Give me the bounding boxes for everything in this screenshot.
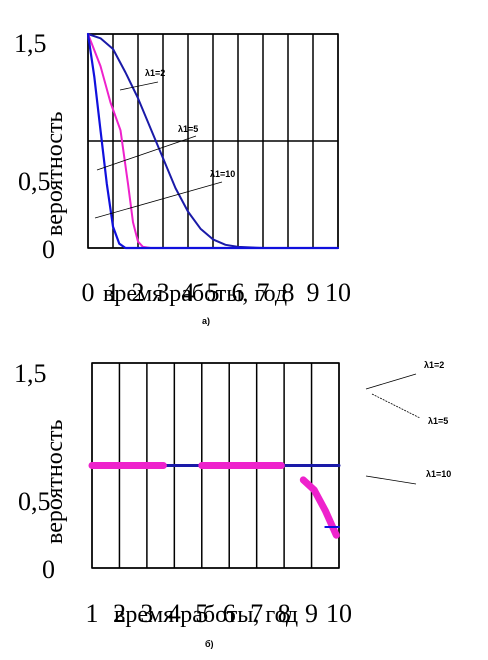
chart-b-legend-leader-3 [365,475,417,485]
chart-a-series [86,32,340,250]
chart-b-legend-2: λ1=5 [428,416,448,426]
chart-a-ytick-mid: 0,5 [18,167,51,196]
chart-a-xtick-label: 3 [157,278,170,307]
chart-a-legend-3: λ1=10 [210,169,235,179]
chart-b-xtick-label: 5 [195,599,208,628]
chart-a-legend-2: λ1=5 [178,124,198,134]
chart-a-caption: а) [202,316,210,326]
chart-b-series [88,462,341,539]
chart-a-series-line-3 [86,32,340,250]
chart-a-legend-leader-2 [96,135,197,171]
chart-b-legend-3: λ1=10 [426,469,451,479]
chart-b-xtick-label: 3 [140,599,153,628]
chart-b-series-line-2 [299,476,340,539]
chart-a-ylabel: вероятность [42,112,68,236]
chart-b-xtick-label: 2 [113,599,126,628]
chart-a-xticks: 0 1 2 3 4 5 6 7 8 9 10 [82,278,352,307]
chart-a-legend-1: λ1=2 [145,68,165,78]
chart-a-xtick-label: 5 [207,278,220,307]
chart-a-xlabel: время работы, год [103,281,287,307]
chart-b-legend-1: λ1=2 [424,360,444,370]
chart-b-ylabel: вероятность [42,420,68,544]
chart-b-xticks: 1 2 3 4 5 6 7 8 9 10 [86,599,353,628]
chart-a-legend-leader-3 [94,181,223,219]
chart-a-ytick-zero: 0 [42,235,55,264]
chart-b-xtick-label: 1 [86,599,99,628]
chart-b-legend-leader-2 [371,393,421,419]
chart-a-xtick-label: 0 [82,278,95,307]
chart-b-xtick-label: 10 [326,599,352,628]
chart-b: 1,5 0,5 0 1 2 3 4 5 6 7 8 9 10 вероятность время … [14,359,451,649]
chart-b-ytick-zero: 0 [42,555,55,584]
chart-a-xtick-label: 7 [257,278,270,307]
chart-b-xtick-label: 7 [250,599,263,628]
chart-b-xtick-label: 6 [223,599,236,628]
chart-b-xtick-label: 9 [305,599,318,628]
chart-b-ytick-mid: 0,5 [18,487,51,516]
chart-a-xtick-label: 9 [307,278,320,307]
chart-a-legend-leader-1 [119,81,159,91]
chart-a-xtick-label: 6 [232,278,245,307]
chart-a-xtick-label: 4 [182,278,195,307]
chart-a: 1,5 0,5 0 0 1 2 3 4 5 6 7 8 9 10 вероятность время… [14,29,351,326]
chart-a-ytick-top: 1,5 [14,29,47,58]
chart-b-legend-leader-1 [365,373,417,390]
chart-b-xtick-label: 8 [278,599,291,628]
chart-a-xtick-label: 1 [107,278,120,307]
chart-b-xlabel: время работы, год [114,602,298,628]
chart-a-xtick-label: 10 [325,278,351,307]
chart-b-xtick-label: 4 [168,599,181,628]
chart-a-xtick-label: 2 [132,278,145,307]
chart-b-caption: б) [205,639,214,649]
chart-b-ytick-top: 1,5 [14,359,47,388]
chart-a-xtick-label: 8 [282,278,295,307]
